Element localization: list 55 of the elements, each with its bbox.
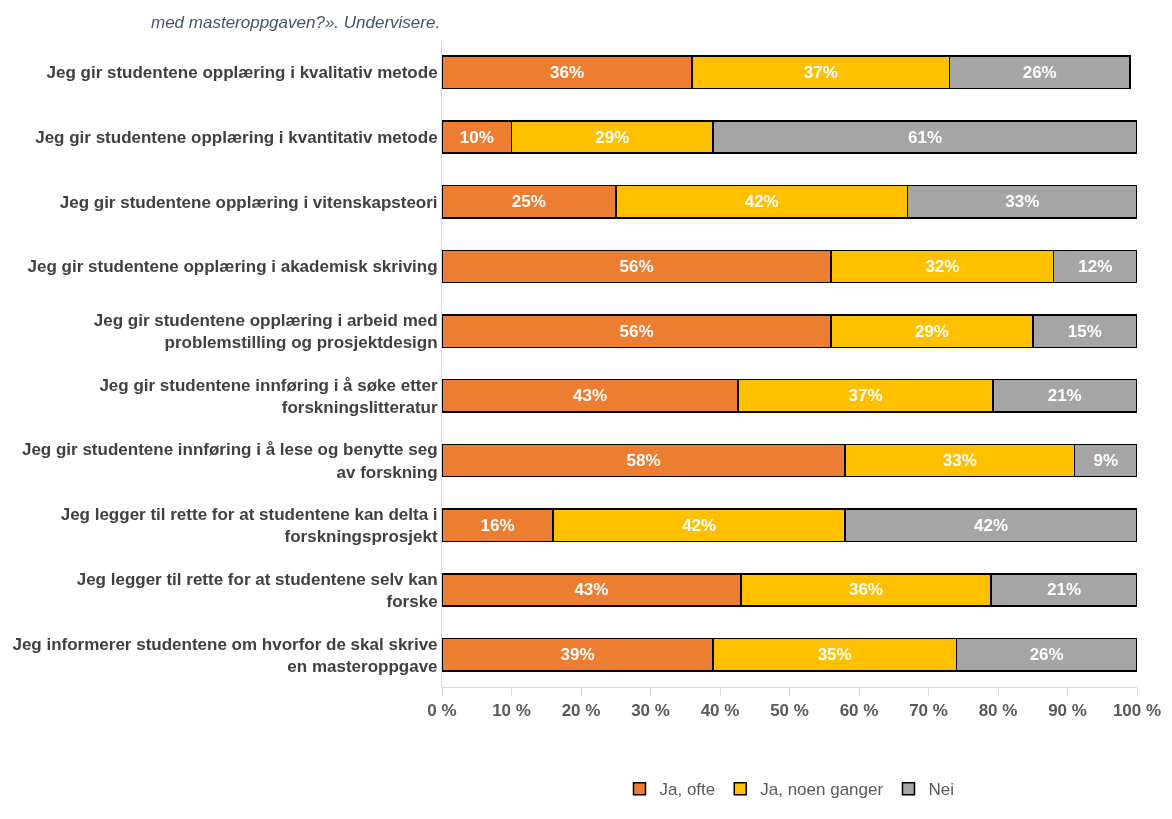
data-label: 26% [1029, 645, 1064, 665]
data-label: 43% [574, 580, 609, 600]
data-label: 61% [908, 127, 943, 147]
x-tick-label: 10 % [492, 701, 531, 721]
data-label: 21% [1047, 386, 1082, 406]
data-label: 25% [511, 192, 546, 212]
data-label: 33% [1005, 192, 1040, 212]
data-label: 9% [1093, 451, 1119, 471]
legend-label: Ja, noen ganger [760, 780, 884, 800]
x-tick-label: 40 % [700, 701, 740, 721]
data-label: 39% [560, 645, 595, 665]
y-tick-label: Jeg gir studentene opplæring i akademisk skriving [27, 257, 438, 277]
data-label: 12% [1078, 256, 1113, 276]
data-label: 36% [550, 62, 585, 82]
y-tick-label: Jeg gir studentene innføring i å lese og benytte seg av forskning [21, 440, 438, 482]
x-tick-label: 90 % [1048, 701, 1087, 721]
data-label: 15% [1067, 321, 1102, 341]
x-tick-label: 0 % [427, 701, 457, 721]
x-tick-label: 30 % [631, 701, 670, 721]
data-label: 42% [682, 515, 717, 535]
data-label: 56% [619, 256, 654, 276]
data-label: 29% [595, 127, 630, 147]
data-label: 37% [803, 62, 838, 82]
x-tick-label: 80 % [978, 701, 1018, 721]
x-tick-label: 20 % [561, 701, 601, 721]
data-label: 56% [619, 321, 654, 341]
y-tick-label: Jeg gir studentene opplæring i kvantitativ metode [35, 128, 438, 147]
y-tick-label: Jeg legger til rette for at studentene kan delta i forskningsprosjekt [60, 505, 438, 547]
data-label: 26% [1022, 62, 1057, 82]
y-tick-label: Jeg gir studentene innføring i å søke etter forskningslitteratur [99, 375, 438, 417]
y-tick-label: Jeg informerer studentene om hvorfor de skal skrive en masteroppgave [12, 634, 438, 676]
y-tick-label: Jeg gir studentene opplæring i arbeid med problemstilling og prosjektdesign [93, 311, 438, 353]
data-label: 32% [925, 256, 960, 276]
data-label: 42% [974, 515, 1009, 535]
data-label: 29% [914, 321, 949, 341]
data-label: 42% [744, 192, 779, 212]
data-label: 58% [626, 451, 661, 471]
data-label: 36% [848, 580, 883, 600]
legend-label: Ja, ofte [659, 780, 716, 800]
y-tick-label: Jeg gir studentene opplæring i kvalitativ metode [46, 63, 438, 83]
y-tick-label: Jeg gir studentene opplæring i vitenskapsteori [59, 192, 438, 212]
data-label: 16% [480, 515, 515, 535]
data-label: 35% [817, 645, 852, 665]
x-tick-label: 50 % [770, 701, 809, 721]
x-tick-label: 70 % [909, 701, 948, 721]
data-label: 37% [848, 386, 883, 406]
data-label: 33% [942, 451, 977, 471]
data-label: 10% [459, 127, 494, 147]
data-label: 43% [573, 386, 608, 406]
y-tick-label: Jeg legger til rette for at studentene selv kan forske [76, 569, 438, 611]
x-tick-label: 100 % [1112, 701, 1162, 721]
data-label: 21% [1047, 580, 1082, 600]
x-tick-label: 60 % [839, 701, 879, 721]
legend-label: Nei [928, 780, 954, 800]
text: med masteroppgaven?». Undervisere. [151, 13, 441, 32]
